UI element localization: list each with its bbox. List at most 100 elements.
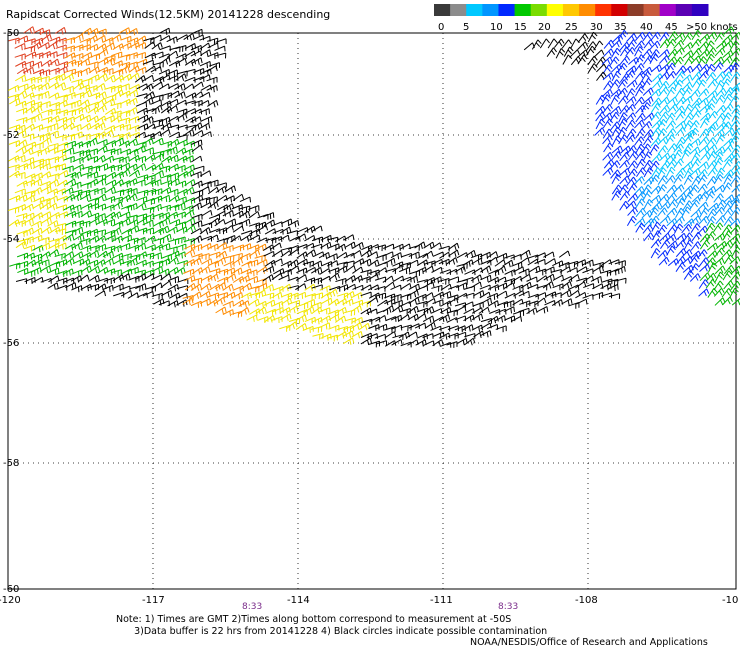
wind-barb-feather (608, 64, 613, 70)
wind-barb (152, 244, 163, 251)
wind-barb-feather (693, 122, 698, 128)
wind-barb (47, 156, 59, 161)
wind-barb (199, 74, 210, 81)
wind-barb (594, 127, 603, 136)
wind-barb-feather (617, 135, 622, 140)
wind-barb-feather (185, 226, 188, 233)
wind-barb-feather (502, 284, 505, 290)
wind-barb (200, 222, 212, 227)
wind-barb (641, 102, 648, 113)
wind-barb-feather (711, 34, 715, 40)
wind-barb-feather (144, 42, 147, 48)
wind-barb (635, 104, 644, 114)
wind-barb (721, 78, 728, 89)
wind-barb (39, 132, 50, 139)
wind-barb (723, 64, 732, 74)
wind-barb-feather (183, 91, 186, 97)
wind-barb (271, 236, 282, 242)
wind-barb (689, 138, 699, 147)
wind-barb (487, 276, 499, 283)
wind-barb (190, 277, 202, 282)
wind-barb-feather (208, 123, 211, 129)
wind-barb-feather (697, 168, 701, 174)
wind-barb-feather (599, 40, 604, 46)
wind-barb (600, 269, 611, 274)
wind-barb-feather (168, 28, 171, 34)
wind-barb-feather (658, 89, 662, 95)
wind-barb-feather (103, 83, 106, 89)
wind-barb (659, 104, 668, 114)
wind-barb-feather (482, 330, 485, 337)
wind-barb-feather (289, 313, 292, 320)
wind-barb-feather (62, 156, 65, 162)
wind-barb-feather (103, 122, 106, 129)
wind-barb (673, 158, 681, 169)
wind-barb-feather (719, 174, 724, 179)
wind-barb (128, 275, 139, 281)
wind-barb (707, 110, 715, 121)
wind-barb (504, 315, 515, 321)
wind-barb-feather (206, 51, 209, 57)
wind-barb-feather (455, 257, 458, 263)
wind-barb-feather (301, 325, 305, 331)
wind-barb (214, 257, 225, 265)
wind-barb-feather (96, 106, 99, 113)
wind-barb (168, 204, 179, 210)
wind-barb-feather (655, 144, 660, 149)
wind-barb-feather (266, 259, 268, 265)
wind-barb-feather (304, 323, 308, 329)
wind-barb (151, 282, 162, 290)
wind-barb-feather (126, 133, 128, 140)
wind-barb (222, 309, 233, 315)
wind-barb-feather (626, 151, 630, 157)
wind-barb (574, 259, 586, 265)
wind-barb (118, 65, 129, 73)
wind-barb-feather (106, 58, 109, 64)
wind-barb (527, 300, 539, 305)
wind-barb (176, 226, 187, 233)
wind-barb (248, 285, 260, 290)
wind-barb-feather (157, 180, 159, 187)
wind-barb-feather (230, 293, 233, 300)
wind-barb-feather (639, 131, 644, 137)
wind-barb-feather (715, 121, 719, 127)
wind-barb (102, 258, 113, 265)
wind-barb-feather (190, 227, 194, 233)
wind-barb (454, 315, 466, 321)
wind-barb (657, 184, 664, 195)
wind-barb (602, 151, 611, 161)
wind-barb-feather (418, 283, 421, 290)
wind-barb (208, 62, 220, 67)
colorbar-swatch (675, 4, 693, 16)
wind-barb-feather (37, 62, 40, 69)
wind-barb-feather (590, 48, 595, 54)
wind-barb (167, 256, 178, 265)
wind-barb-feather (54, 132, 57, 138)
wind-barb-feather (735, 56, 740, 62)
wind-barb (206, 76, 218, 82)
wind-barb (407, 259, 418, 266)
wind-barb (326, 236, 338, 241)
wind-barb-feather (24, 241, 28, 247)
wind-barb-feather (640, 107, 644, 113)
wind-barb (176, 112, 186, 121)
wind-barb (382, 305, 393, 313)
wind-barb (256, 237, 267, 243)
wind-barb-feather (279, 242, 282, 249)
wind-barb-feather (633, 183, 638, 188)
wind-barb-feather (608, 74, 612, 80)
wind-barb (432, 339, 442, 347)
wind-barb (682, 65, 691, 75)
wind-barb (142, 252, 154, 257)
wind-barb-feather (109, 252, 112, 259)
wind-barb (39, 163, 50, 169)
wind-barb (335, 331, 346, 338)
wind-barb-feather (209, 170, 212, 176)
wind-barb-feather (446, 308, 449, 315)
wind-barb (185, 124, 196, 129)
wind-barb-feather (111, 181, 114, 187)
wind-barb-feather (78, 143, 81, 149)
wind-barb-feather (581, 261, 584, 267)
wind-barb (176, 260, 188, 265)
wind-barb (144, 179, 156, 186)
